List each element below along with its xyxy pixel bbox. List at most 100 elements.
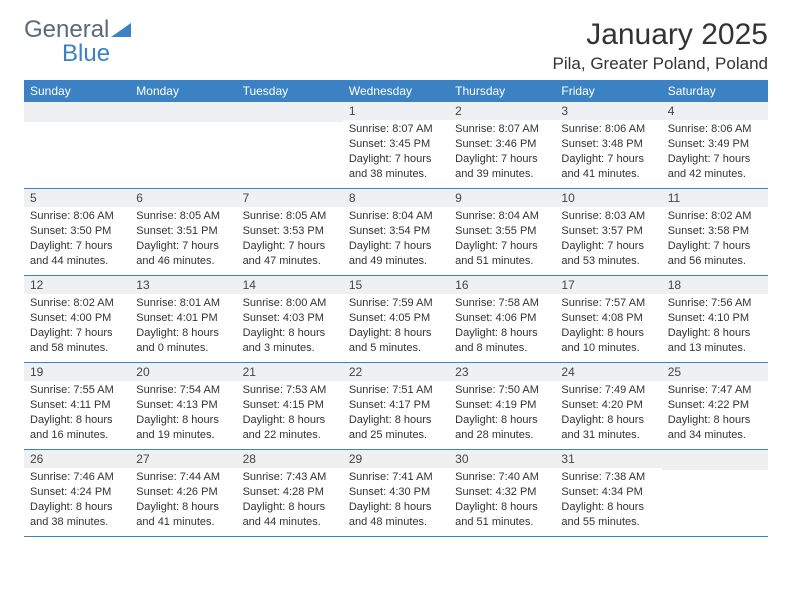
logo-triangle-icon bbox=[111, 23, 131, 42]
sunrise-text: Sunrise: 7:49 AM bbox=[561, 383, 655, 398]
weeks-container: 1Sunrise: 8:07 AMSunset: 3:45 PMDaylight… bbox=[24, 102, 768, 537]
sunset-text: Sunset: 3:57 PM bbox=[561, 224, 655, 239]
daylight-text: Daylight: 8 hours and 19 minutes. bbox=[136, 413, 230, 443]
day-number: 18 bbox=[662, 276, 768, 294]
day-number: 21 bbox=[237, 363, 343, 381]
day-number: 8 bbox=[343, 189, 449, 207]
day-cell: 23Sunrise: 7:50 AMSunset: 4:19 PMDayligh… bbox=[449, 363, 555, 449]
day-info: Sunrise: 7:44 AMSunset: 4:26 PMDaylight:… bbox=[130, 468, 236, 533]
day-info: Sunrise: 7:41 AMSunset: 4:30 PMDaylight:… bbox=[343, 468, 449, 533]
day-info: Sunrise: 8:02 AMSunset: 4:00 PMDaylight:… bbox=[24, 294, 130, 359]
day-number: 29 bbox=[343, 450, 449, 468]
sunset-text: Sunset: 3:45 PM bbox=[349, 137, 443, 152]
day-cell: 13Sunrise: 8:01 AMSunset: 4:01 PMDayligh… bbox=[130, 276, 236, 362]
day-cell: 5Sunrise: 8:06 AMSunset: 3:50 PMDaylight… bbox=[24, 189, 130, 275]
day-info: Sunrise: 8:00 AMSunset: 4:03 PMDaylight:… bbox=[237, 294, 343, 359]
sunrise-text: Sunrise: 7:57 AM bbox=[561, 296, 655, 311]
day-header-thu: Thursday bbox=[449, 80, 555, 102]
sunrise-text: Sunrise: 8:07 AM bbox=[349, 122, 443, 137]
daylight-text: Daylight: 8 hours and 31 minutes. bbox=[561, 413, 655, 443]
daylight-text: Daylight: 8 hours and 3 minutes. bbox=[243, 326, 337, 356]
day-number: 31 bbox=[555, 450, 661, 468]
sunrise-text: Sunrise: 8:04 AM bbox=[349, 209, 443, 224]
daylight-text: Daylight: 8 hours and 51 minutes. bbox=[455, 500, 549, 530]
day-cell: 14Sunrise: 8:00 AMSunset: 4:03 PMDayligh… bbox=[237, 276, 343, 362]
day-info: Sunrise: 8:05 AMSunset: 3:53 PMDaylight:… bbox=[237, 207, 343, 272]
day-number bbox=[130, 102, 236, 122]
day-cell: 8Sunrise: 8:04 AMSunset: 3:54 PMDaylight… bbox=[343, 189, 449, 275]
daylight-text: Daylight: 8 hours and 44 minutes. bbox=[243, 500, 337, 530]
sunset-text: Sunset: 3:50 PM bbox=[30, 224, 124, 239]
day-cell: 31Sunrise: 7:38 AMSunset: 4:34 PMDayligh… bbox=[555, 450, 661, 536]
sunset-text: Sunset: 4:26 PM bbox=[136, 485, 230, 500]
sunrise-text: Sunrise: 7:56 AM bbox=[668, 296, 762, 311]
daylight-text: Daylight: 7 hours and 58 minutes. bbox=[30, 326, 124, 356]
daylight-text: Daylight: 7 hours and 56 minutes. bbox=[668, 239, 762, 269]
day-cell: 27Sunrise: 7:44 AMSunset: 4:26 PMDayligh… bbox=[130, 450, 236, 536]
day-cell: 19Sunrise: 7:55 AMSunset: 4:11 PMDayligh… bbox=[24, 363, 130, 449]
sunrise-text: Sunrise: 8:02 AM bbox=[668, 209, 762, 224]
sunrise-text: Sunrise: 7:46 AM bbox=[30, 470, 124, 485]
day-cell: 2Sunrise: 8:07 AMSunset: 3:46 PMDaylight… bbox=[449, 102, 555, 188]
daylight-text: Daylight: 8 hours and 10 minutes. bbox=[561, 326, 655, 356]
sunset-text: Sunset: 3:48 PM bbox=[561, 137, 655, 152]
logo-word-2: Blue bbox=[62, 40, 110, 67]
daylight-text: Daylight: 8 hours and 38 minutes. bbox=[30, 500, 124, 530]
day-header-sat: Saturday bbox=[662, 80, 768, 102]
sunrise-text: Sunrise: 8:03 AM bbox=[561, 209, 655, 224]
sunrise-text: Sunrise: 8:06 AM bbox=[668, 122, 762, 137]
day-info: Sunrise: 7:55 AMSunset: 4:11 PMDaylight:… bbox=[24, 381, 130, 446]
logo-word-1: General bbox=[24, 16, 109, 43]
day-number: 10 bbox=[555, 189, 661, 207]
day-cell bbox=[24, 102, 130, 188]
day-cell: 1Sunrise: 8:07 AMSunset: 3:45 PMDaylight… bbox=[343, 102, 449, 188]
calendar: Sunday Monday Tuesday Wednesday Thursday… bbox=[24, 80, 768, 537]
day-number: 15 bbox=[343, 276, 449, 294]
day-info: Sunrise: 8:02 AMSunset: 3:58 PMDaylight:… bbox=[662, 207, 768, 272]
day-info: Sunrise: 7:49 AMSunset: 4:20 PMDaylight:… bbox=[555, 381, 661, 446]
day-cell bbox=[662, 450, 768, 536]
sunset-text: Sunset: 4:19 PM bbox=[455, 398, 549, 413]
day-cell: 4Sunrise: 8:06 AMSunset: 3:49 PMDaylight… bbox=[662, 102, 768, 188]
day-cell: 11Sunrise: 8:02 AMSunset: 3:58 PMDayligh… bbox=[662, 189, 768, 275]
day-number: 23 bbox=[449, 363, 555, 381]
sunrise-text: Sunrise: 7:38 AM bbox=[561, 470, 655, 485]
day-info: Sunrise: 7:47 AMSunset: 4:22 PMDaylight:… bbox=[662, 381, 768, 446]
day-cell bbox=[130, 102, 236, 188]
sunrise-text: Sunrise: 7:44 AM bbox=[136, 470, 230, 485]
daylight-text: Daylight: 7 hours and 46 minutes. bbox=[136, 239, 230, 269]
sunrise-text: Sunrise: 7:59 AM bbox=[349, 296, 443, 311]
day-cell: 22Sunrise: 7:51 AMSunset: 4:17 PMDayligh… bbox=[343, 363, 449, 449]
title-block: January 2025 Pila, Greater Poland, Polan… bbox=[553, 18, 768, 74]
sunset-text: Sunset: 4:03 PM bbox=[243, 311, 337, 326]
day-number bbox=[662, 450, 768, 470]
day-cell: 7Sunrise: 8:05 AMSunset: 3:53 PMDaylight… bbox=[237, 189, 343, 275]
day-number: 7 bbox=[237, 189, 343, 207]
day-number: 24 bbox=[555, 363, 661, 381]
sunrise-text: Sunrise: 8:05 AM bbox=[243, 209, 337, 224]
week-row: 12Sunrise: 8:02 AMSunset: 4:00 PMDayligh… bbox=[24, 276, 768, 363]
sunrise-text: Sunrise: 7:43 AM bbox=[243, 470, 337, 485]
day-cell: 20Sunrise: 7:54 AMSunset: 4:13 PMDayligh… bbox=[130, 363, 236, 449]
day-cell: 10Sunrise: 8:03 AMSunset: 3:57 PMDayligh… bbox=[555, 189, 661, 275]
location: Pila, Greater Poland, Poland bbox=[553, 54, 768, 74]
sunset-text: Sunset: 4:01 PM bbox=[136, 311, 230, 326]
sunset-text: Sunset: 4:22 PM bbox=[668, 398, 762, 413]
day-info: Sunrise: 7:56 AMSunset: 4:10 PMDaylight:… bbox=[662, 294, 768, 359]
day-info: Sunrise: 8:01 AMSunset: 4:01 PMDaylight:… bbox=[130, 294, 236, 359]
sunrise-text: Sunrise: 7:58 AM bbox=[455, 296, 549, 311]
month-year: January 2025 bbox=[553, 18, 768, 52]
sunrise-text: Sunrise: 8:00 AM bbox=[243, 296, 337, 311]
daylight-text: Daylight: 8 hours and 16 minutes. bbox=[30, 413, 124, 443]
sunrise-text: Sunrise: 7:51 AM bbox=[349, 383, 443, 398]
day-info: Sunrise: 8:05 AMSunset: 3:51 PMDaylight:… bbox=[130, 207, 236, 272]
day-header-row: Sunday Monday Tuesday Wednesday Thursday… bbox=[24, 80, 768, 102]
day-number: 28 bbox=[237, 450, 343, 468]
daylight-text: Daylight: 8 hours and 13 minutes. bbox=[668, 326, 762, 356]
day-info: Sunrise: 8:07 AMSunset: 3:45 PMDaylight:… bbox=[343, 120, 449, 185]
day-number: 12 bbox=[24, 276, 130, 294]
day-number: 11 bbox=[662, 189, 768, 207]
day-cell: 6Sunrise: 8:05 AMSunset: 3:51 PMDaylight… bbox=[130, 189, 236, 275]
day-info: Sunrise: 7:53 AMSunset: 4:15 PMDaylight:… bbox=[237, 381, 343, 446]
daylight-text: Daylight: 7 hours and 39 minutes. bbox=[455, 152, 549, 182]
